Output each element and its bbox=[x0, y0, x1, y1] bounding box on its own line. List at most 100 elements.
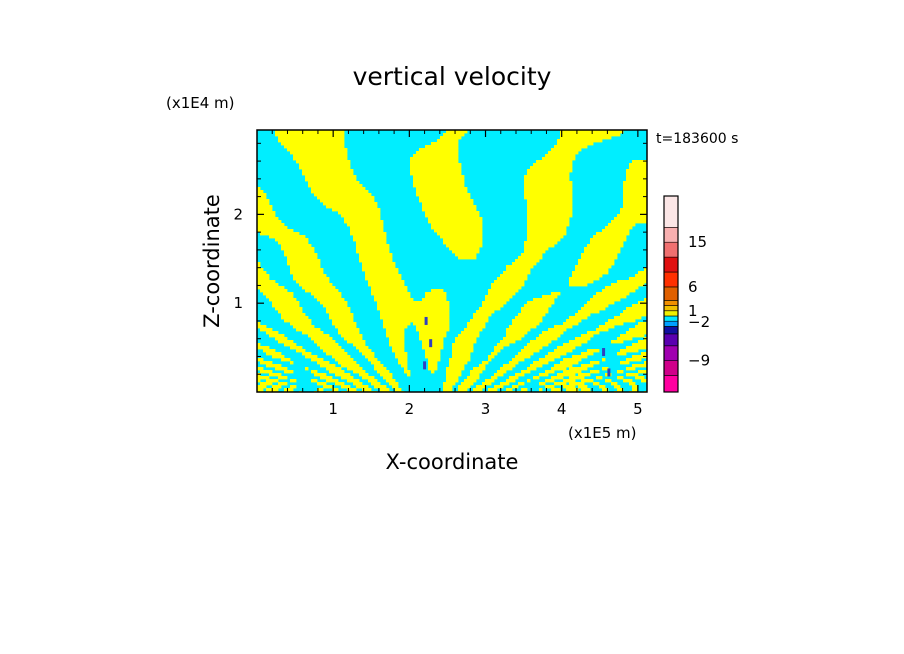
field-cell-positive bbox=[443, 241, 483, 245]
field-cell-positive bbox=[491, 283, 525, 287]
field-cell-positive bbox=[293, 277, 330, 281]
field-cell-positive bbox=[557, 346, 576, 350]
field-cell-positive bbox=[629, 166, 647, 170]
field-cell-positive bbox=[524, 196, 573, 200]
field-cell-positive bbox=[341, 364, 360, 368]
field-cell-positive bbox=[578, 310, 600, 314]
field-cell-positive bbox=[560, 136, 612, 140]
field-cell-positive bbox=[638, 271, 647, 275]
field-cell-positive bbox=[623, 202, 647, 206]
field-cell-positive bbox=[356, 250, 390, 254]
field-cell-positive bbox=[605, 226, 633, 230]
field-cell-positive bbox=[311, 379, 318, 383]
field-cell-positive bbox=[266, 295, 294, 299]
field-cell-positive bbox=[383, 319, 450, 323]
field-cell-positive bbox=[362, 265, 396, 269]
field-cell-positive bbox=[296, 280, 330, 284]
field-cell-positive bbox=[338, 361, 357, 365]
field-cell-positive bbox=[515, 316, 543, 320]
field-cell-positive bbox=[539, 388, 543, 392]
field-cell-positive bbox=[590, 370, 600, 374]
field-cell-positive bbox=[305, 367, 309, 371]
field-cell-positive bbox=[257, 286, 285, 290]
field-cell-positive bbox=[578, 385, 588, 389]
field-cell-positive bbox=[284, 388, 294, 392]
field-cell-positive bbox=[269, 334, 285, 338]
field-cell-positive bbox=[308, 184, 363, 188]
field-cell-positive bbox=[506, 379, 516, 383]
field-cell-positive bbox=[527, 217, 570, 221]
field-cell-positive bbox=[563, 358, 582, 362]
field-cell-positive bbox=[329, 313, 354, 317]
field-cell-positive bbox=[521, 310, 549, 314]
field-cell-positive bbox=[620, 334, 645, 338]
field-cell-positive bbox=[473, 316, 489, 320]
field-cell-positive bbox=[575, 337, 591, 341]
field-cell-positive bbox=[626, 331, 647, 335]
field-cell-positive bbox=[326, 307, 351, 311]
field-cell-positive bbox=[626, 373, 639, 377]
field-cell-positive bbox=[281, 142, 345, 146]
field-cell-positive bbox=[332, 388, 339, 392]
field-cell-positive bbox=[479, 307, 501, 311]
field-cell-positive bbox=[278, 340, 294, 344]
field-cell-positive bbox=[506, 331, 528, 335]
field-cell-positive bbox=[623, 310, 647, 314]
field-cell-positive bbox=[524, 181, 573, 185]
field-cell-positive bbox=[542, 157, 576, 161]
field-cell-positive bbox=[293, 325, 315, 329]
field-cell-positive bbox=[374, 295, 411, 299]
field-cell-positive bbox=[527, 223, 570, 227]
field-cell-positive bbox=[362, 376, 375, 380]
field-cell-positive bbox=[623, 181, 647, 185]
field-cell-positive bbox=[617, 370, 624, 374]
field-cell-positive bbox=[590, 298, 621, 302]
field-cell-positive bbox=[353, 343, 366, 347]
field-cell-positive bbox=[563, 385, 576, 389]
field-cell-positive bbox=[449, 358, 471, 362]
field-cell-positive bbox=[638, 370, 647, 374]
field-cell-positive bbox=[383, 376, 393, 380]
field-cell-positive bbox=[278, 382, 288, 386]
field-cell-positive bbox=[497, 370, 507, 374]
field-cell-positive bbox=[446, 373, 462, 377]
field-cell-positive bbox=[593, 235, 627, 239]
field-cell-positive bbox=[626, 358, 642, 362]
field-cell-positive bbox=[335, 373, 351, 377]
x-axis-label: X-coordinate bbox=[386, 450, 519, 474]
field-cell-positive bbox=[626, 172, 647, 176]
field-cell-positive bbox=[569, 367, 588, 371]
field-cell-positive bbox=[383, 325, 408, 329]
field-cell-positive bbox=[380, 373, 393, 377]
field-cell-positive bbox=[281, 313, 306, 317]
field-cell-positive bbox=[629, 163, 647, 167]
field-cell-positive bbox=[413, 322, 450, 326]
field-cell-positive bbox=[398, 358, 408, 362]
field-cell-positive bbox=[551, 148, 582, 152]
field-cell-positive bbox=[569, 277, 600, 281]
field-cell-positive bbox=[425, 295, 447, 299]
field-cell-positive bbox=[515, 355, 531, 359]
field-cell-positive bbox=[593, 382, 600, 386]
field-cell-positive bbox=[455, 337, 477, 341]
field-cell-positive bbox=[431, 223, 483, 227]
field-cell-positive bbox=[533, 376, 540, 380]
field-cell-positive bbox=[308, 334, 330, 338]
field-cell-positive bbox=[284, 145, 345, 149]
field-cell-positive bbox=[572, 274, 603, 278]
field-cell-positive bbox=[377, 370, 390, 374]
field-cell-positive bbox=[587, 331, 600, 335]
field-cell-positive bbox=[542, 295, 558, 299]
field-cell-positive bbox=[557, 139, 603, 143]
field-cell-positive bbox=[620, 349, 639, 353]
field-cell-positive bbox=[455, 253, 477, 257]
field-cell-positive bbox=[353, 382, 363, 386]
field-cell-positive bbox=[551, 376, 564, 380]
field-cell-positive bbox=[257, 193, 267, 197]
field-cell-positive bbox=[614, 385, 621, 389]
field-cell-positive bbox=[260, 232, 300, 236]
field-cell-positive bbox=[290, 271, 324, 275]
field-cell-positive bbox=[392, 349, 405, 353]
field-cell-positive bbox=[257, 220, 282, 224]
field-cell-positive bbox=[257, 388, 264, 392]
